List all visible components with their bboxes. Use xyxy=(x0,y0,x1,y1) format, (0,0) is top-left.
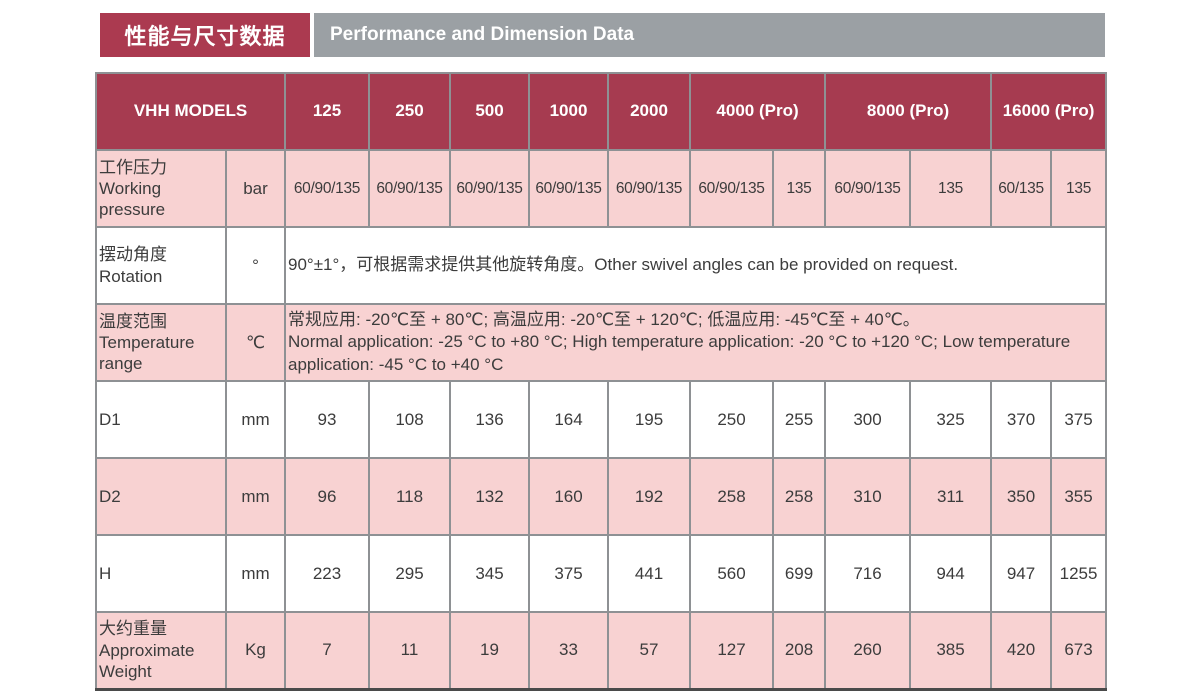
row-label: 大约重量 Approximate Weight xyxy=(95,611,227,690)
unit-cell: Kg xyxy=(225,611,286,690)
value-cell: 7 xyxy=(284,611,370,690)
value-cell: 311 xyxy=(909,457,993,536)
value-cell: 260 xyxy=(824,611,912,690)
value-cell: 223 xyxy=(284,534,370,613)
value-cell: 118 xyxy=(368,457,451,536)
value-cell: 355 xyxy=(1050,457,1108,536)
unit-cell: ℃ xyxy=(225,303,286,382)
value-cell: 370 xyxy=(990,380,1053,459)
value-cell: 60/90/135 xyxy=(449,149,530,228)
value-cell: 60/135 xyxy=(990,149,1053,228)
merged-text-cell: 90°±1°，可根据需求提供其他旋转角度。Other swivel angles… xyxy=(283,226,1108,305)
value-cell: 250 xyxy=(689,380,774,459)
column-header: 500 xyxy=(449,72,530,151)
table-body: 工作压力 Working pressure bar 60/90/135 60/90/135… xyxy=(95,149,1108,690)
value-cell: 135 xyxy=(771,149,827,228)
column-header: 1000 xyxy=(528,72,609,151)
value-cell: 93 xyxy=(284,380,370,459)
value-cell: 135 xyxy=(1050,149,1108,228)
value-cell: 673 xyxy=(1050,611,1108,690)
value-cell: 1255 xyxy=(1050,534,1108,613)
column-header: 4000 (Pro) xyxy=(688,72,827,151)
table-row: 大约重量 Approximate Weight Kg 7 11 19 33 57 127 208 26… xyxy=(95,611,1108,690)
unit-cell: mm xyxy=(225,457,286,536)
unit-cell: mm xyxy=(225,380,286,459)
column-header: 8000 (Pro) xyxy=(824,72,993,151)
header-row: VHH MODELS 125 250 500 1000 2000 4000 (Pro) 800… xyxy=(95,72,1108,151)
value-cell: 255 xyxy=(771,380,827,459)
value-cell: 699 xyxy=(771,534,827,613)
value-cell: 350 xyxy=(990,457,1053,536)
value-cell: 108 xyxy=(368,380,451,459)
section-title-zh: 性能与尺寸数据 xyxy=(100,13,310,57)
page: 性能与尺寸数据 Performance and Dimension Data V… xyxy=(95,13,1108,691)
table-row: 工作压力 Working pressure bar 60/90/135 60/90/135… xyxy=(95,149,1108,228)
row-label: 温度范围 Temperature range xyxy=(95,303,227,382)
value-cell: 57 xyxy=(607,611,691,690)
merged-text-cell: 常规应用: -20℃至 + 80℃; 高温应用: -20℃至 + 120℃; 低… xyxy=(283,303,1108,382)
performance-table: VHH MODELS 125 250 500 1000 2000 4000 (Pro) 800… xyxy=(95,72,1108,691)
row-label: D2 xyxy=(95,457,227,536)
value-cell: 300 xyxy=(824,380,912,459)
value-cell: 164 xyxy=(528,380,609,459)
value-cell: 60/90/135 xyxy=(368,149,451,228)
value-cell: 420 xyxy=(990,611,1053,690)
unit-cell: mm xyxy=(225,534,286,613)
column-header: 16000 (Pro) xyxy=(990,72,1108,151)
column-header: VHH MODELS xyxy=(95,72,286,151)
value-cell: 944 xyxy=(909,534,993,613)
value-cell: 375 xyxy=(528,534,609,613)
table-row: D1 mm 93 108 136 164 195 250 255 300 325 370 375 xyxy=(95,380,1108,459)
table-row: D2 mm 96 118 132 160 192 258 258 310 311 350 355 xyxy=(95,457,1108,536)
value-cell: 127 xyxy=(689,611,774,690)
value-cell: 60/90/135 xyxy=(528,149,609,228)
table-row: 摆动角度 Rotation ° 90°±1°，可根据需求提供其他旋转角度。Other … xyxy=(95,226,1108,305)
value-cell: 385 xyxy=(909,611,993,690)
value-cell: 96 xyxy=(284,457,370,536)
value-cell: 19 xyxy=(449,611,530,690)
column-header: 125 xyxy=(284,72,370,151)
section-title-bar: 性能与尺寸数据 Performance and Dimension Data xyxy=(100,13,1105,57)
row-label: D1 xyxy=(95,380,227,459)
value-cell: 160 xyxy=(528,457,609,536)
value-cell: 258 xyxy=(689,457,774,536)
value-cell: 560 xyxy=(689,534,774,613)
value-cell: 310 xyxy=(824,457,912,536)
value-cell: 208 xyxy=(771,611,827,690)
value-cell: 60/90/135 xyxy=(607,149,691,228)
value-cell: 947 xyxy=(990,534,1053,613)
table-row: 温度范围 Temperature range ℃ 常规应用: -20℃至 + 80℃; … xyxy=(95,303,1108,382)
value-cell: 345 xyxy=(449,534,530,613)
value-cell: 375 xyxy=(1050,380,1108,459)
row-label: H xyxy=(95,534,227,613)
value-cell: 60/90/135 xyxy=(284,149,370,228)
value-cell: 716 xyxy=(824,534,912,613)
table-head: VHH MODELS 125 250 500 1000 2000 4000 (Pro) 800… xyxy=(95,72,1108,151)
row-label: 摆动角度 Rotation xyxy=(95,226,227,305)
value-cell: 258 xyxy=(771,457,827,536)
value-cell: 60/90/135 xyxy=(689,149,774,228)
unit-cell: bar xyxy=(225,149,286,228)
value-cell: 192 xyxy=(607,457,691,536)
value-cell: 132 xyxy=(449,457,530,536)
value-cell: 295 xyxy=(368,534,451,613)
row-label: 工作压力 Working pressure xyxy=(95,149,227,228)
value-cell: 195 xyxy=(607,380,691,459)
column-header: 2000 xyxy=(607,72,691,151)
unit-cell: ° xyxy=(225,226,286,305)
value-cell: 325 xyxy=(909,380,993,459)
value-cell: 33 xyxy=(528,611,609,690)
value-cell: 60/90/135 xyxy=(824,149,912,228)
column-header: 250 xyxy=(368,72,451,151)
value-cell: 136 xyxy=(449,380,530,459)
value-cell: 11 xyxy=(368,611,451,690)
value-cell: 135 xyxy=(909,149,993,228)
section-title-en: Performance and Dimension Data xyxy=(314,13,1105,57)
value-cell: 441 xyxy=(607,534,691,613)
